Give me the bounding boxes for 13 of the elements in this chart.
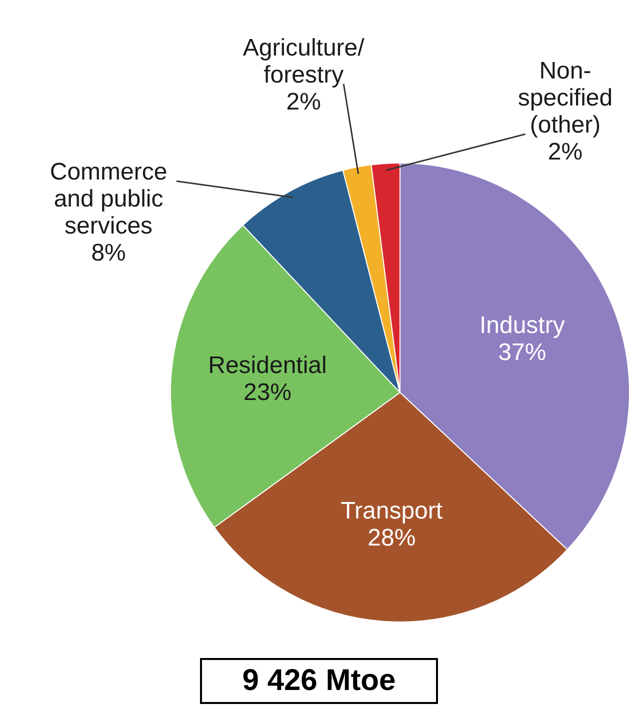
text: 9 426 Mtoe (200, 658, 438, 704)
data-label: 23% (243, 379, 292, 406)
data-label: 2% (548, 138, 583, 166)
data-label: 37% (498, 338, 546, 366)
slice-label: Industry (479, 312, 565, 339)
slice-label: Transport (340, 497, 443, 524)
slice-label: Commerce and public services (50, 158, 168, 240)
slice-label: Non-specified (other) (518, 58, 613, 139)
slice-label: Residential (208, 352, 327, 380)
data-label: 28% (368, 524, 416, 552)
data-label: 8% (91, 240, 126, 267)
slice-label: Agriculture/forestry (242, 34, 365, 88)
data-label: 2% (286, 88, 321, 116)
